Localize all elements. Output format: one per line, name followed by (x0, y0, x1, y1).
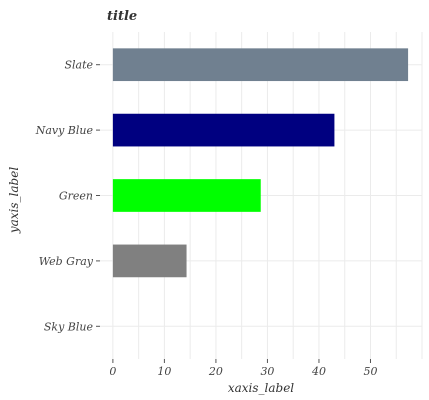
bars (112, 48, 409, 343)
y-tick-label: Navy Blue (35, 124, 94, 137)
bar-navy-blue (112, 113, 335, 147)
x-tick-label: 0 (109, 365, 116, 378)
y-axis-title: yaxis_label (7, 167, 21, 234)
ticks: Sky Blue Web Gray Green Navy Blue Slate 0 10 20… (35, 59, 378, 378)
y-tick-label: Sky Blue (44, 320, 94, 333)
y-tick-label: Web Gray (39, 255, 94, 268)
x-tick-label: 50 (363, 365, 377, 378)
x-tick-label: 10 (157, 365, 171, 378)
chart-title: title (107, 9, 137, 24)
bar-web-gray (112, 244, 187, 278)
x-tick-label: 40 (311, 365, 326, 378)
y-tick-label: Green (59, 190, 93, 203)
x-tick-label: 30 (260, 365, 274, 378)
x-axis-title: xaxis_label (228, 381, 294, 395)
bar-slate (112, 48, 409, 82)
x-tick-label: 20 (208, 365, 223, 378)
bar-green (112, 179, 261, 212)
y-tick-label: Slate (64, 59, 93, 72)
